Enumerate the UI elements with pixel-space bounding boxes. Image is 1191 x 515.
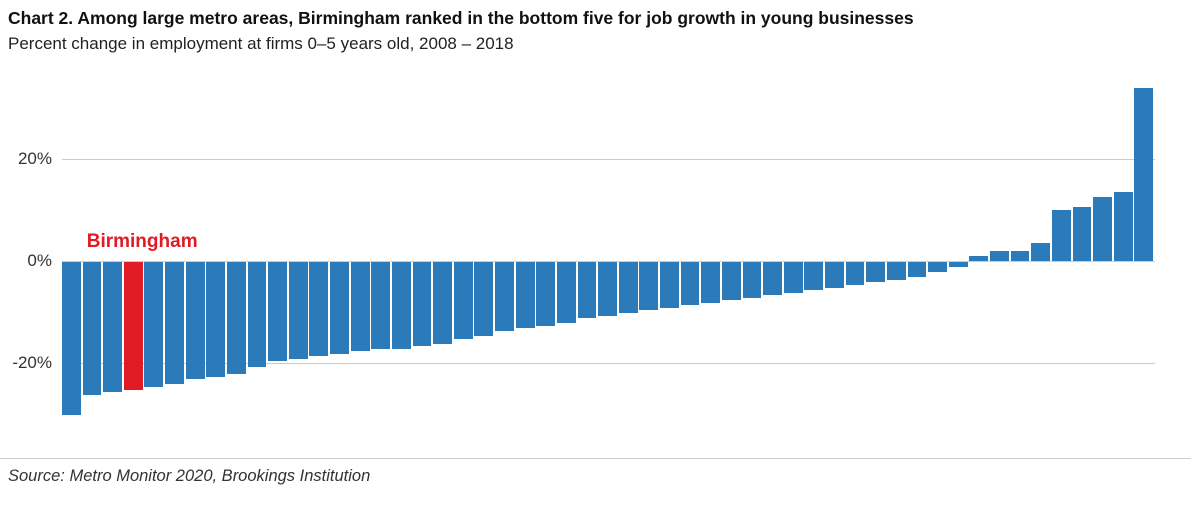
bar bbox=[660, 262, 679, 308]
bar bbox=[453, 262, 473, 339]
bar bbox=[350, 262, 370, 352]
gridline bbox=[62, 363, 1155, 364]
bar bbox=[990, 250, 1009, 261]
bar bbox=[618, 262, 638, 313]
bar bbox=[474, 262, 494, 336]
birmingham-label: Birmingham bbox=[86, 231, 198, 252]
bar bbox=[825, 262, 844, 288]
bar bbox=[598, 262, 617, 316]
bar bbox=[103, 262, 123, 393]
footer-divider bbox=[0, 458, 1191, 459]
bar bbox=[495, 262, 514, 331]
bar bbox=[1010, 250, 1030, 261]
bar bbox=[288, 262, 308, 359]
bar-birmingham bbox=[123, 262, 143, 390]
bar bbox=[247, 262, 267, 367]
bar bbox=[226, 262, 246, 375]
bar bbox=[62, 262, 81, 415]
bar bbox=[515, 262, 535, 329]
bar bbox=[556, 262, 576, 324]
gridline bbox=[62, 261, 1155, 262]
bar bbox=[391, 262, 411, 349]
bar bbox=[969, 255, 989, 261]
y-axis-tick-label: -20% bbox=[12, 353, 52, 372]
bar bbox=[371, 262, 391, 349]
source-note: Source: Metro Monitor 2020, Brookings In… bbox=[8, 467, 371, 485]
plot-area: 20% 0% -20% Birmingham bbox=[12, 85, 1155, 435]
gridline bbox=[62, 159, 1155, 160]
bar bbox=[82, 262, 102, 395]
bar bbox=[866, 262, 886, 283]
chart-subtitle: Percent change in employment at firms 0–… bbox=[8, 34, 514, 53]
bar bbox=[783, 262, 803, 293]
bar bbox=[206, 262, 226, 377]
bar bbox=[185, 262, 205, 380]
chart-title: Chart 2. Among large metro areas, Birmin… bbox=[8, 8, 914, 28]
bar bbox=[742, 262, 762, 298]
bar bbox=[948, 262, 968, 268]
bar bbox=[1093, 197, 1112, 261]
bar bbox=[845, 262, 865, 285]
y-axis-tick-label: 20% bbox=[17, 149, 52, 168]
bar bbox=[907, 262, 927, 278]
bar bbox=[721, 262, 741, 301]
bar bbox=[1031, 243, 1051, 261]
bar bbox=[536, 262, 556, 326]
bar bbox=[763, 262, 782, 296]
bar bbox=[886, 262, 906, 280]
bar bbox=[165, 262, 184, 385]
bar bbox=[680, 262, 700, 306]
bar bbox=[433, 262, 453, 344]
bar bbox=[1113, 192, 1133, 261]
y-axis-tick-label: 0% bbox=[27, 251, 52, 270]
bar bbox=[1051, 210, 1071, 261]
bar bbox=[330, 262, 349, 354]
bar bbox=[412, 262, 432, 347]
bar bbox=[268, 262, 288, 362]
bar bbox=[639, 262, 659, 311]
bar bbox=[804, 262, 824, 291]
bar bbox=[144, 262, 164, 387]
bar bbox=[701, 262, 721, 303]
bar bbox=[1134, 87, 1154, 261]
bar bbox=[928, 262, 947, 273]
bar bbox=[1072, 207, 1092, 261]
bar bbox=[577, 262, 597, 319]
bar bbox=[309, 262, 329, 357]
